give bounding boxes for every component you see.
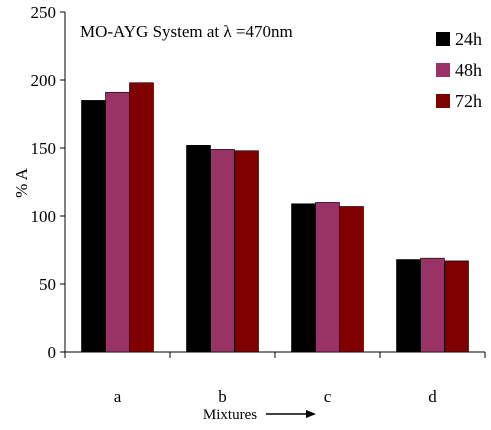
- bar-48h-c: [315, 202, 340, 353]
- y-tick-label: 250: [31, 3, 57, 22]
- bar-72h-c: [339, 206, 364, 353]
- x-axis-arrow: [266, 410, 316, 418]
- x-tick-label: b: [218, 387, 227, 406]
- bar-24h-b: [186, 144, 211, 353]
- y-tick-label: 200: [31, 71, 57, 90]
- legend-swatch-48h: [436, 63, 450, 77]
- y-tick-label: 50: [39, 275, 56, 294]
- bar-48h-d: [420, 257, 445, 353]
- bar-48h-a: [105, 91, 130, 353]
- legend-swatch-72h: [436, 94, 450, 108]
- chart-title: MO-AYG System at λ =470nm: [80, 22, 293, 41]
- bars: [81, 82, 469, 353]
- bar-24h-a: [81, 100, 106, 353]
- y-axis-label: % A: [12, 167, 31, 197]
- bar-72h-b: [234, 150, 259, 353]
- x-axis-label: Mixtures: [203, 407, 257, 423]
- x-tick-label: d: [428, 387, 437, 406]
- x-axis-ticks: a b c d: [64, 352, 486, 406]
- legend-label: 72h: [455, 91, 482, 111]
- x-tick-label: a: [114, 387, 122, 406]
- legend-label: 24h: [455, 29, 482, 49]
- y-tick-label: 100: [31, 207, 57, 226]
- y-axis-ticks: 0 50 100 150 200 250: [31, 3, 65, 362]
- x-tick-label: c: [324, 387, 332, 406]
- bar-24h-c: [291, 203, 316, 353]
- bar-72h-a: [129, 82, 154, 353]
- bar-24h-d: [396, 259, 421, 353]
- legend: 24h 48h 72h: [436, 29, 482, 111]
- legend-label: 48h: [455, 60, 482, 80]
- y-tick-label: 0: [48, 343, 57, 362]
- bar-48h-b: [210, 149, 235, 353]
- legend-swatch-24h: [436, 32, 450, 46]
- bar-72h-d: [444, 260, 469, 353]
- y-tick-label: 150: [31, 139, 57, 158]
